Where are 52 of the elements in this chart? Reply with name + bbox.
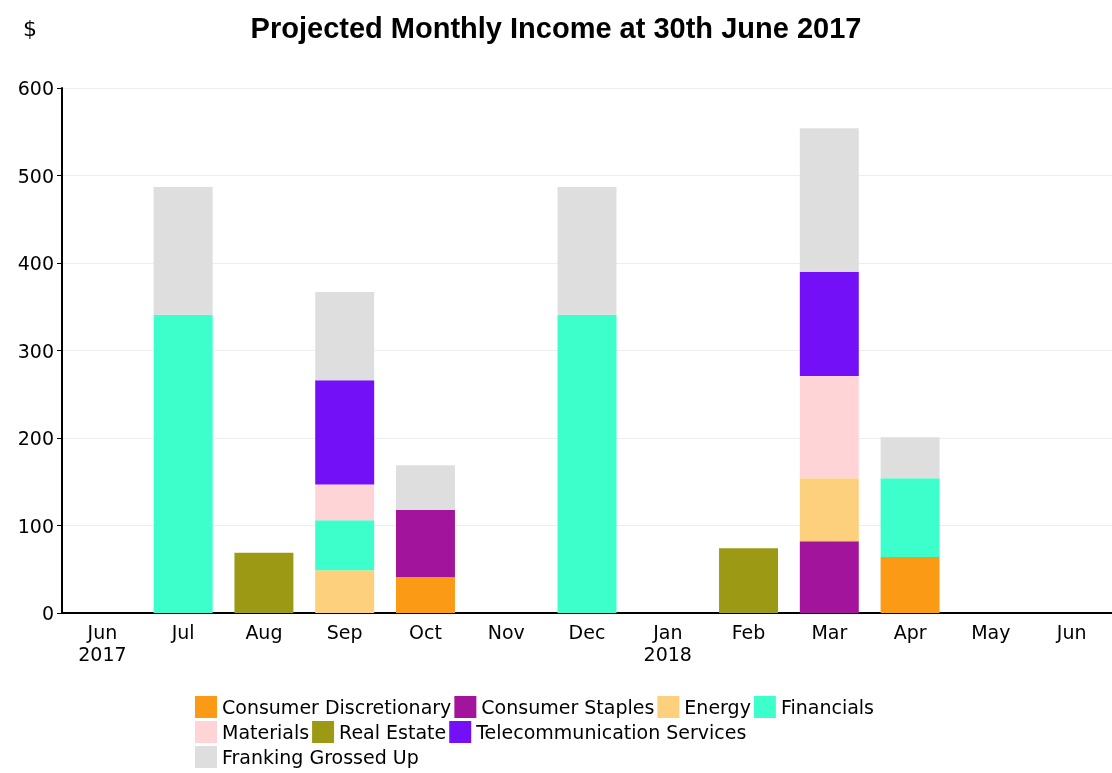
bar: [880, 437, 940, 479]
legend-label: Materials: [222, 721, 310, 743]
chart-title: Projected Monthly Income at 30th June 2017: [250, 11, 862, 44]
y-tick-label: 200: [17, 427, 54, 449]
bar: [799, 128, 859, 272]
x-tick-label: Apr: [893, 621, 927, 643]
x-tick-label: Oct: [409, 621, 442, 643]
legend-label: Consumer Staples: [481, 696, 655, 718]
y-tick-label: 300: [17, 339, 54, 362]
bar: [315, 484, 375, 521]
y-tick-label: 100: [17, 514, 54, 537]
legend-label: Real Estate: [339, 721, 447, 743]
bar: [799, 478, 859, 542]
y-tick-label: 500: [17, 164, 54, 187]
bar: [153, 314, 213, 613]
bar: [880, 557, 940, 613]
x-tick-label: Aug: [245, 621, 283, 643]
bar: [315, 520, 375, 571]
legend-label: Financials: [780, 696, 874, 718]
legend-label: Telecommunication Services: [475, 721, 747, 743]
legend-label: Consumer Discretionary: [222, 696, 452, 718]
x-tick-label: Dec: [568, 621, 606, 643]
y-tick-label: 600: [17, 77, 54, 99]
x-tick-label: Jan 2018: [643, 621, 692, 665]
x-tick-label: Jun: [1055, 621, 1087, 643]
x-tick-label: Sep: [326, 621, 363, 643]
legend-label: Energy: [684, 696, 751, 718]
x-tick-label: Nov: [487, 621, 525, 643]
bar: [799, 375, 859, 479]
bar: [315, 380, 375, 485]
bar: [880, 478, 940, 557]
x-tick-label: Mar: [811, 621, 848, 643]
bar: [799, 541, 859, 613]
bar: [799, 271, 859, 376]
x-tick-label: Feb: [731, 621, 766, 643]
y-tick-label: 400: [17, 252, 54, 274]
y-tick-label: 0: [41, 602, 54, 624]
bar: [315, 291, 375, 381]
bar: [234, 552, 294, 613]
x-tick-label: Jun 2017: [78, 621, 127, 665]
bar: [153, 186, 213, 315]
bar: [557, 314, 617, 613]
x-tick-label: Jul: [170, 621, 195, 643]
bar: [315, 570, 375, 613]
bar: [395, 509, 455, 578]
bar: [557, 186, 617, 315]
bar: [395, 577, 455, 613]
x-tick-label: May: [971, 621, 1011, 643]
bar: [719, 548, 779, 613]
bar: [395, 465, 455, 510]
y-axis-title: $: [23, 15, 37, 41]
legend-label: Franking Grossed Up: [222, 746, 419, 768]
